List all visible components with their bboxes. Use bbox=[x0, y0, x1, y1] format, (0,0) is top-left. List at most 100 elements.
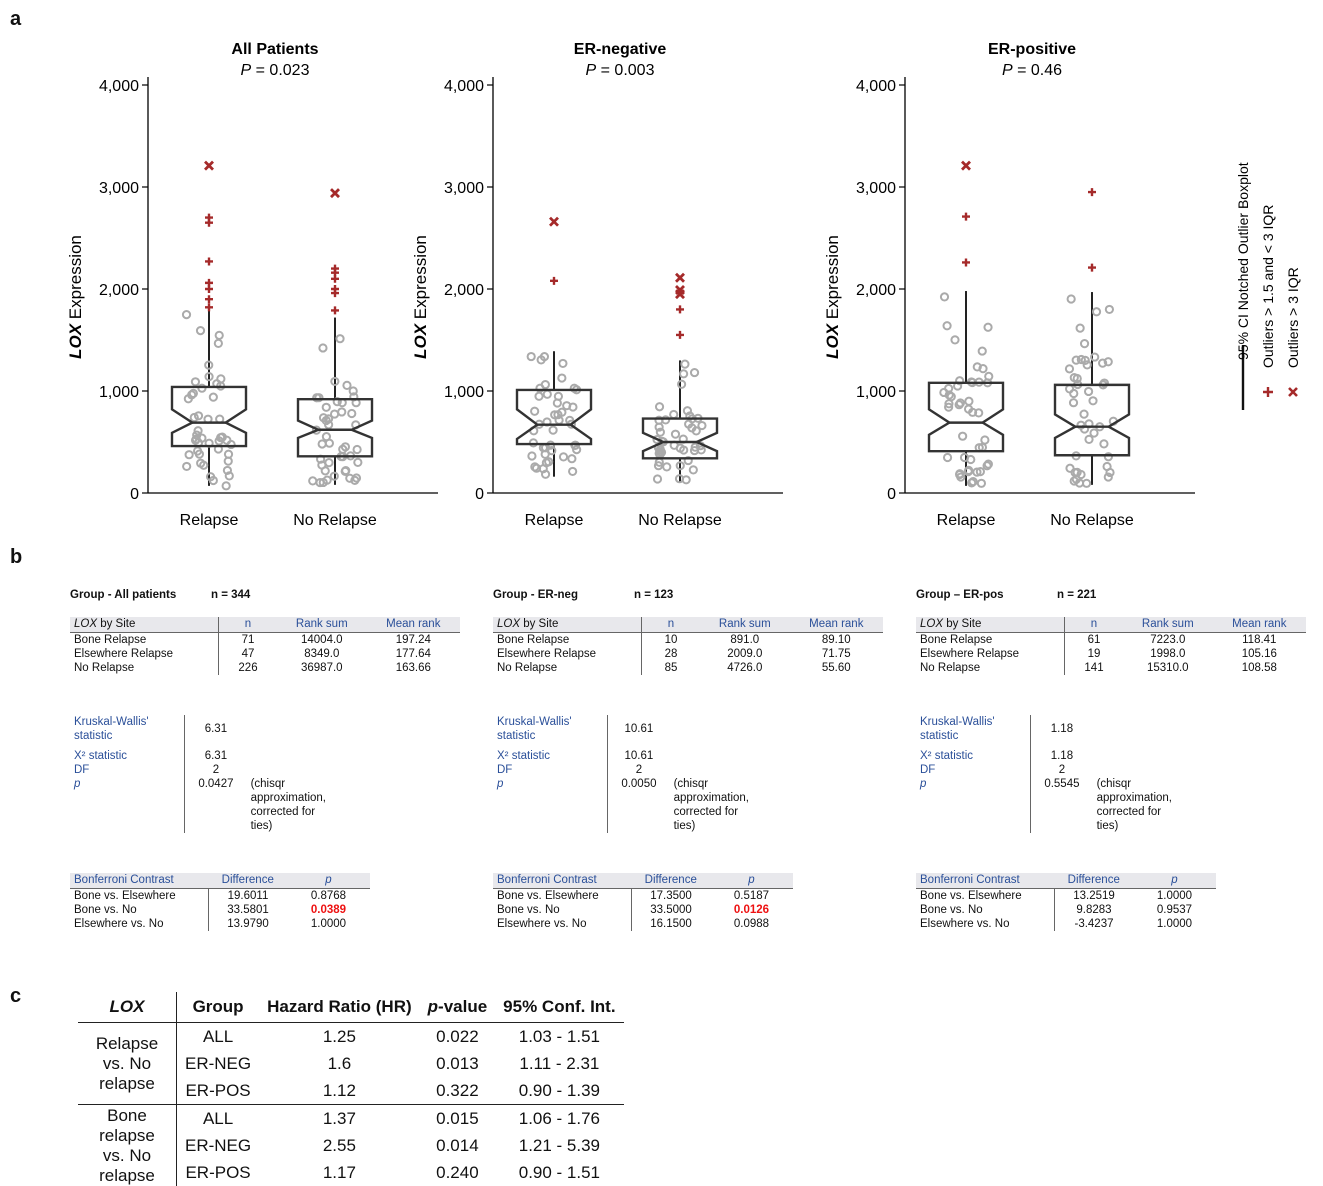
notched-box bbox=[1055, 385, 1129, 455]
data-point bbox=[186, 451, 193, 458]
data-point bbox=[1080, 411, 1087, 418]
y-tick-label: 3,000 bbox=[856, 180, 896, 197]
y-axis-label: LOX Expression bbox=[66, 235, 85, 359]
outlier-plus bbox=[205, 295, 213, 303]
data-point bbox=[1066, 465, 1073, 472]
data-point bbox=[528, 353, 535, 360]
outlier-extreme bbox=[962, 162, 970, 170]
data-point bbox=[978, 480, 985, 487]
data-point bbox=[323, 433, 330, 440]
x-tick-label: Relapse bbox=[180, 512, 239, 529]
outlier-plus bbox=[1088, 264, 1096, 272]
data-point bbox=[354, 446, 361, 453]
data-point bbox=[343, 382, 350, 389]
data-point bbox=[654, 475, 661, 482]
data-point bbox=[354, 459, 361, 466]
group-n: n = 221 bbox=[1057, 589, 1096, 601]
data-point bbox=[336, 335, 343, 342]
outlier-plus bbox=[676, 331, 684, 339]
y-tick-label: 4,000 bbox=[856, 78, 896, 95]
data-point bbox=[1066, 385, 1073, 392]
data-point bbox=[322, 467, 329, 474]
legend-x-symbol bbox=[1289, 388, 1297, 396]
y-tick-label: 2,000 bbox=[99, 282, 139, 299]
data-point bbox=[560, 453, 567, 460]
comparison-label: Relapse vs. No relapse bbox=[78, 1023, 177, 1105]
outlier-plus bbox=[205, 214, 213, 222]
column-header: Group bbox=[177, 992, 260, 1023]
x-tick-label: Relapse bbox=[937, 512, 996, 529]
data-point bbox=[979, 347, 986, 354]
data-point bbox=[550, 427, 557, 434]
data-point bbox=[569, 468, 576, 475]
data-point bbox=[535, 393, 542, 400]
data-point bbox=[198, 385, 205, 392]
chart-title: ER-positive bbox=[988, 41, 1076, 58]
outlier-plus bbox=[962, 213, 970, 221]
outlier-extreme bbox=[205, 162, 213, 170]
data-point bbox=[210, 394, 217, 401]
column-header: Hazard Ratio (HR) bbox=[259, 992, 420, 1023]
data-point bbox=[1077, 325, 1084, 332]
outlier-plus bbox=[205, 257, 213, 265]
data-point bbox=[338, 408, 345, 415]
data-point bbox=[559, 360, 566, 367]
panel-label-c: c bbox=[10, 985, 21, 1008]
chart-title: All Patients bbox=[231, 41, 318, 58]
group-label: Group - ER-neg bbox=[493, 589, 578, 601]
data-point bbox=[1089, 397, 1096, 404]
group-header: Group - ER-neg n = 123 bbox=[493, 589, 893, 605]
outlier-plus bbox=[205, 303, 213, 311]
data-point bbox=[1066, 365, 1073, 372]
outlier-plus bbox=[205, 279, 213, 287]
group-header: Group – ER-pos n = 221 bbox=[916, 589, 1316, 605]
outlier-plus bbox=[676, 305, 684, 313]
chart-title: ER-negative bbox=[574, 41, 667, 58]
panel-label-b: b bbox=[10, 546, 22, 569]
x-tick-label: No Relapse bbox=[638, 512, 722, 529]
data-point bbox=[215, 340, 222, 347]
y-tick-label: 3,000 bbox=[99, 180, 139, 197]
group-label: Group – ER-pos bbox=[916, 589, 1004, 601]
data-point bbox=[558, 374, 565, 381]
y-tick-label: 1,000 bbox=[444, 384, 484, 401]
data-point bbox=[670, 411, 677, 418]
data-point bbox=[984, 324, 991, 331]
y-tick-label: 4,000 bbox=[99, 78, 139, 95]
legend-label: Outliers > 3 IQR bbox=[1285, 267, 1301, 368]
x-tick-label: Relapse bbox=[525, 512, 584, 529]
y-tick-label: 1,000 bbox=[856, 384, 896, 401]
data-point bbox=[941, 293, 948, 300]
group-n: n = 123 bbox=[634, 589, 673, 601]
data-point bbox=[1070, 399, 1077, 406]
data-point bbox=[531, 408, 538, 415]
data-point bbox=[319, 440, 326, 447]
y-tick-label: 0 bbox=[887, 486, 896, 503]
y-tick-label: 2,000 bbox=[856, 282, 896, 299]
column-header: LOX bbox=[78, 992, 177, 1023]
y-tick-label: 0 bbox=[475, 486, 484, 503]
y-tick-label: 0 bbox=[130, 486, 139, 503]
data-point bbox=[681, 361, 688, 368]
outlier-extreme bbox=[550, 218, 558, 226]
data-point bbox=[691, 369, 698, 376]
